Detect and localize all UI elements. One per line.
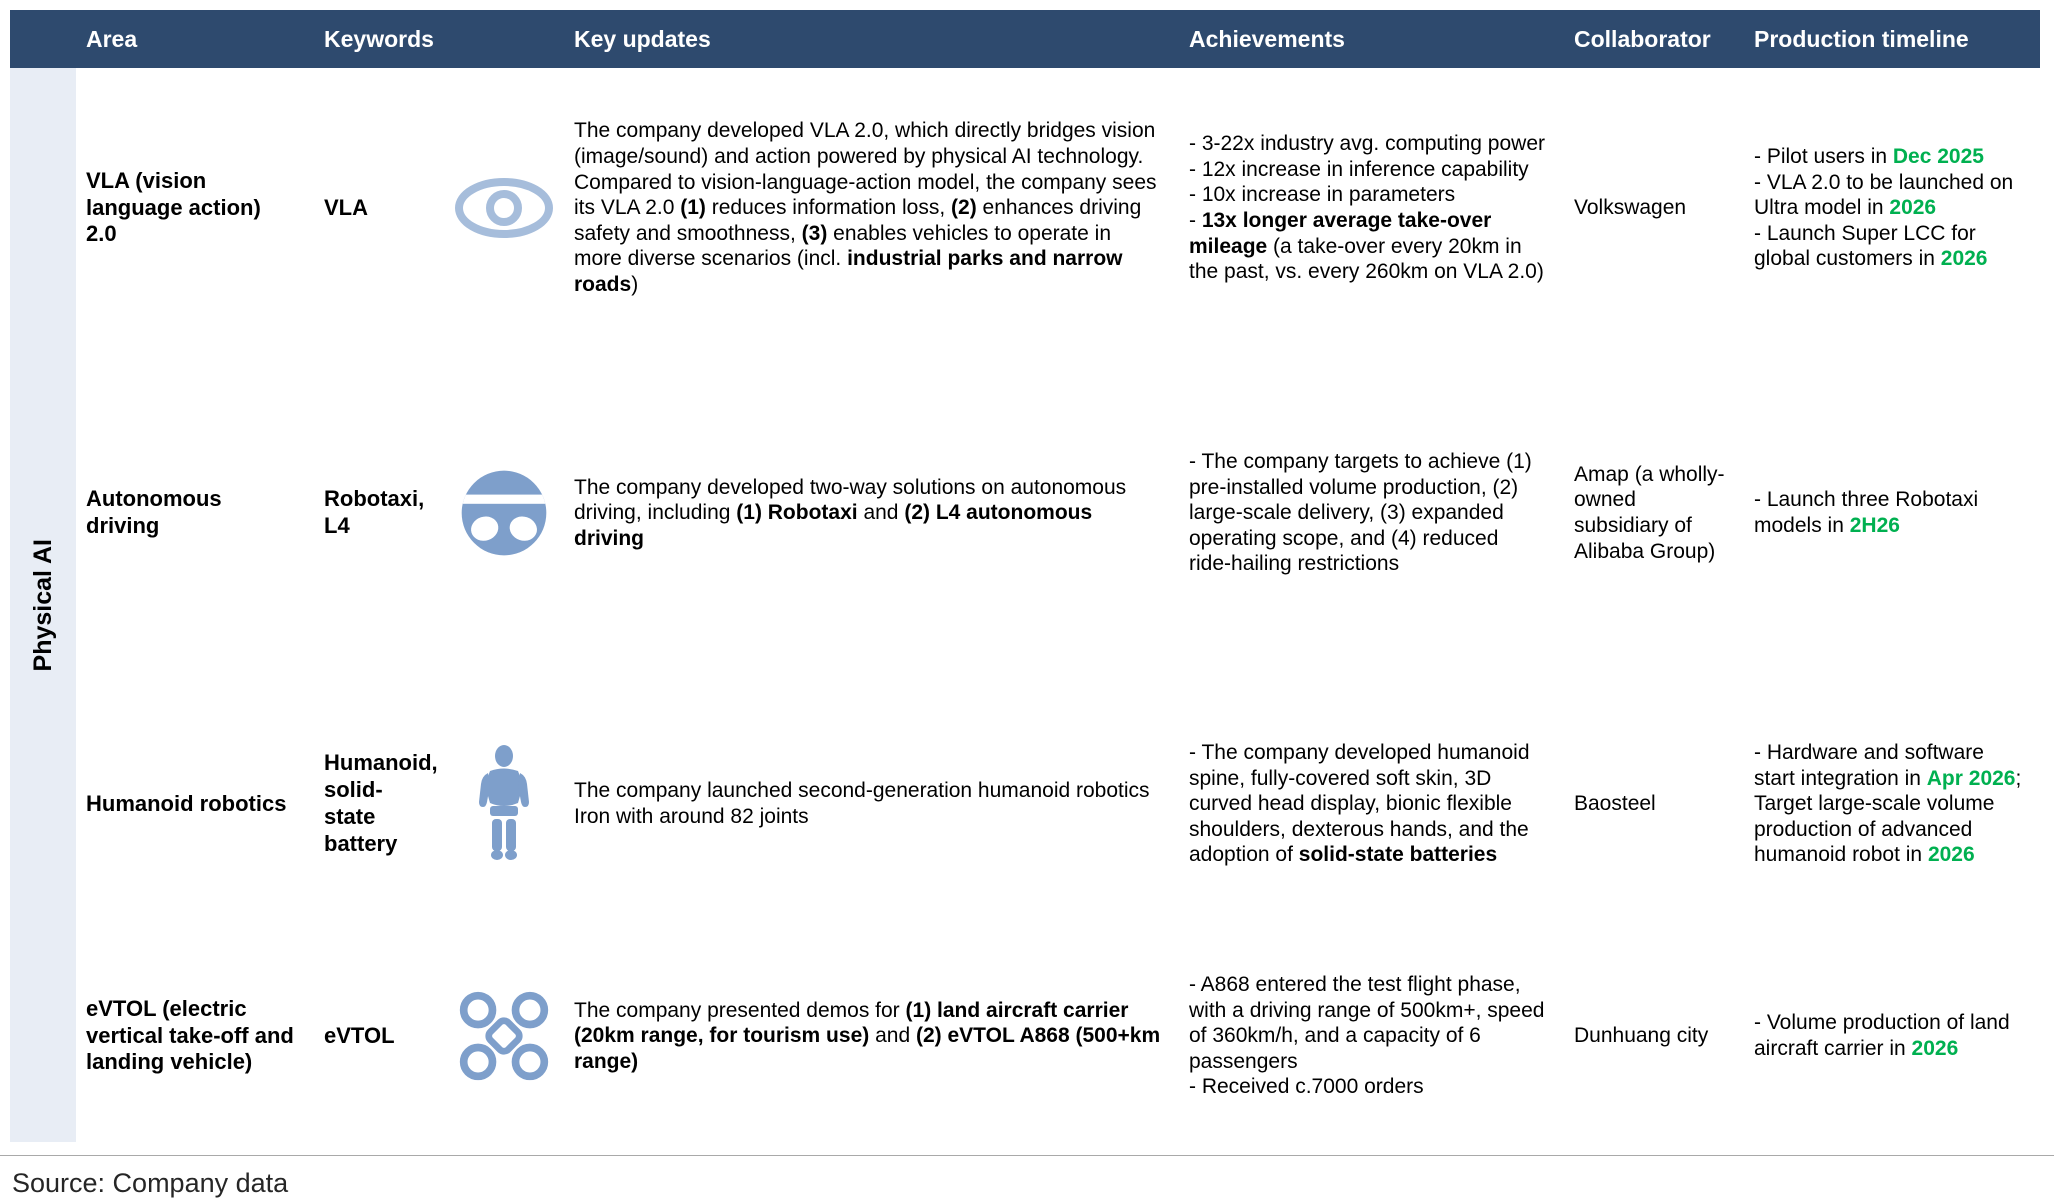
area-text: Humanoid robotics xyxy=(86,790,287,816)
timeline-text: - Launch three Robotaxi models in 2H26 xyxy=(1754,488,1984,537)
timeline-text: - Volume production of land aircraft car… xyxy=(1754,1011,2016,1060)
keywords-text: VLA xyxy=(324,194,368,220)
drone-icon xyxy=(459,991,549,1081)
icon-cell xyxy=(444,68,564,348)
collaborator-text: Dunhuang city xyxy=(1574,1024,1709,1048)
icon-cell xyxy=(444,930,564,1142)
keywords-text: eVTOL xyxy=(324,1022,395,1048)
achievements-cell: - The company targets to achieve (1) pre… xyxy=(1179,348,1564,678)
keywords-cell: eVTOL xyxy=(314,930,444,1142)
footer-divider xyxy=(0,1155,2054,1156)
timeline-text: - Hardware and software start integratio… xyxy=(1754,740,2027,867)
key-updates-cell: The company developed VLA 2.0, which dir… xyxy=(564,68,1179,348)
area-text: VLA (vision language action) 2.0 xyxy=(86,167,267,247)
key-updates-cell: The company developed two-way solutions … xyxy=(564,348,1179,678)
achievements-cell: - The company developed humanoid spine, … xyxy=(1179,678,1564,930)
key-updates-text: The company presented demos for (1) land… xyxy=(574,998,1166,1073)
humanoid-robot-icon xyxy=(479,745,529,860)
achievements-text: - The company developed humanoid spine, … xyxy=(1189,740,1536,867)
icon-cell xyxy=(444,678,564,930)
achievements-text: - A868 entered the test flight phase, wi… xyxy=(1189,972,1545,1099)
area-cell: Humanoid robotics xyxy=(76,678,314,930)
column-header-key-updates: Key updates xyxy=(574,25,711,52)
timeline-cell: - Volume production of land aircraft car… xyxy=(1744,930,2040,1142)
eye-icon xyxy=(455,178,553,238)
keywords-cell: Robotaxi, L4 xyxy=(314,348,444,678)
keywords-text: Humanoid, solid-state battery xyxy=(324,750,444,856)
collaborator-text: Amap (a wholly-owned subsidiary of Aliba… xyxy=(1574,462,1725,563)
timeline-cell: - Launch three Robotaxi models in 2H26 xyxy=(1744,348,2040,678)
achievements-text: - 3-22x industry avg. computing power - … xyxy=(1189,132,1546,284)
key-updates-cell: The company presented demos for (1) land… xyxy=(564,930,1179,1142)
source-note: Source: Company data xyxy=(12,1168,289,1198)
area-cell: Autonomous driving xyxy=(76,348,314,678)
key-updates-text: The company launched second-generation h… xyxy=(574,779,1156,828)
group-band: Physical AI xyxy=(10,68,76,1142)
key-updates-text: The company developed VLA 2.0, which dir… xyxy=(574,119,1163,297)
collaborator-text: Volkswagen xyxy=(1574,196,1687,220)
timeline-text: - Pilot users in Dec 2025 - VLA 2.0 to b… xyxy=(1754,144,2014,271)
keywords-cell: VLA xyxy=(314,68,444,348)
group-label-physical-ai: Physical AI xyxy=(28,538,57,672)
column-header-production-timeline: Production timeline xyxy=(1754,25,1969,52)
column-header-keywords: Keywords xyxy=(324,25,434,52)
area-cell: VLA (vision language action) 2.0 xyxy=(76,68,314,348)
table-header-bar xyxy=(10,10,2040,68)
timeline-cell: - Hardware and software start integratio… xyxy=(1744,678,2040,930)
column-header-area: Area xyxy=(86,25,138,52)
keywords-cell: Humanoid, solid-state battery xyxy=(314,678,444,930)
achievements-cell: - A868 entered the test flight phase, wi… xyxy=(1179,930,1564,1142)
area-text: eVTOL (electric vertical take-off and la… xyxy=(86,995,300,1075)
collaborator-text: Baosteel xyxy=(1574,792,1656,816)
column-header-achievements: Achievements xyxy=(1189,25,1345,52)
achievements-text: - The company targets to achieve (1) pre… xyxy=(1189,449,1538,576)
achievements-cell: - 3-22x industry avg. computing power - … xyxy=(1179,68,1564,348)
key-updates-text: The company developed two-way solutions … xyxy=(574,475,1133,550)
collaborator-cell: Volkswagen xyxy=(1564,68,1744,348)
collaborator-cell: Amap (a wholly-owned subsidiary of Aliba… xyxy=(1564,348,1744,678)
exhibit-table: Area Keywords Key updates Achievements C… xyxy=(10,10,2040,1142)
keywords-text: Robotaxi, L4 xyxy=(324,486,431,538)
icon-cell xyxy=(444,348,564,678)
steering-wheel-icon xyxy=(461,470,547,556)
collaborator-cell: Baosteel xyxy=(1564,678,1744,930)
key-updates-cell: The company launched second-generation h… xyxy=(564,678,1179,930)
collaborator-cell: Dunhuang city xyxy=(1564,930,1744,1142)
area-text: Autonomous driving xyxy=(86,486,228,538)
column-header-collaborator: Collaborator xyxy=(1574,25,1711,52)
timeline-cell: - Pilot users in Dec 2025 - VLA 2.0 to b… xyxy=(1744,68,2040,348)
area-cell: eVTOL (electric vertical take-off and la… xyxy=(76,930,314,1142)
physical-ai-table: Area Keywords Key updates Achievements C… xyxy=(10,10,2040,1142)
